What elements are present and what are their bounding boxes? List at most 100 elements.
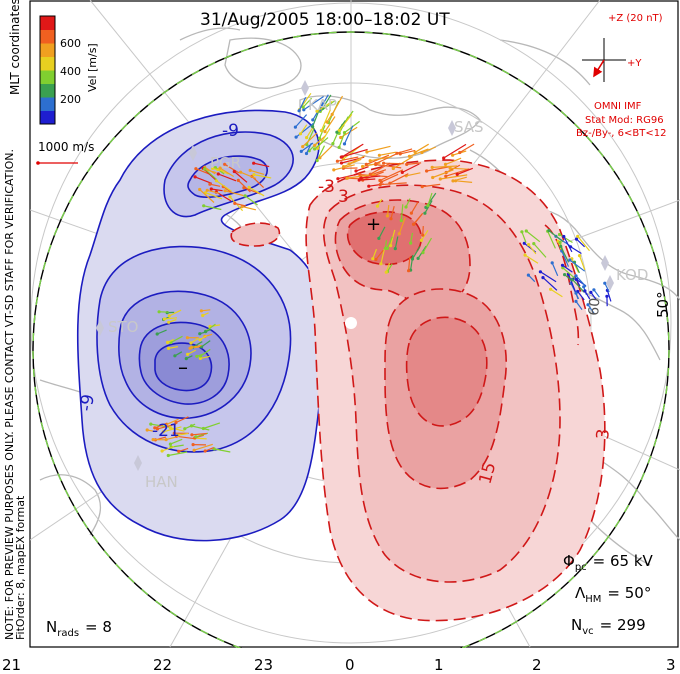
velocity-vector-origin <box>216 172 220 176</box>
velocity-vector <box>316 100 333 112</box>
velocity-vector <box>359 178 376 181</box>
velocity-vector-origin <box>160 449 164 453</box>
velocity-vector <box>525 230 541 243</box>
velocity-vector <box>298 97 307 112</box>
velocity-vector-origin <box>301 145 305 149</box>
n-vc-stat: Nvc = 299 <box>571 616 646 637</box>
mlt-tick: 3 <box>666 656 676 674</box>
dawn-convection-cell <box>230 159 606 622</box>
velocity-vector <box>294 114 308 128</box>
colorbar-segment <box>40 56 55 71</box>
velocity-vector <box>420 229 429 241</box>
velocity-vector-origin <box>532 242 536 246</box>
magnetic-pole-marker <box>345 317 357 329</box>
velocity-vector <box>362 171 384 181</box>
velocity-vector <box>324 116 336 132</box>
velocity-vector <box>337 156 359 162</box>
velocity-vector-origin <box>302 108 306 112</box>
velocity-vector-origin <box>223 189 227 193</box>
imf-z-label: +Z (20 nT) <box>608 13 663 24</box>
velocity-vector-origin <box>549 287 553 291</box>
velocity-vector-origin <box>374 257 378 262</box>
velocity-vector-origin <box>176 433 180 437</box>
velocity-vector-origin <box>305 136 309 140</box>
velocity-vector <box>300 124 308 135</box>
velocity-vector <box>341 148 368 158</box>
velocity-vector-origin <box>592 288 596 292</box>
velocity-vector-origin <box>430 165 434 169</box>
velocity-vector-origin <box>236 178 240 182</box>
velocity-vector-origin <box>342 142 347 146</box>
velocity-vector-origin <box>339 161 344 165</box>
velocity-vector-origin <box>195 354 199 358</box>
velocity-vector-origin <box>319 129 323 133</box>
velocity-vector-origin <box>201 426 205 431</box>
velocity-vector-origin <box>563 273 567 277</box>
velocity-vector <box>234 202 247 207</box>
imf-model-label: Stat Mod: RG96 <box>585 115 664 126</box>
contour-label: -21 <box>152 421 180 441</box>
velocity-vector <box>200 348 211 357</box>
mlt-axis: 21 22 23 0 1 2 3 <box>2 656 676 674</box>
velocity-vector <box>337 173 360 180</box>
imf-condition-label: Bz-/By-, 6<BT<12 <box>576 128 666 139</box>
colorbar-segment <box>40 16 55 30</box>
velocity-vector <box>195 168 210 175</box>
velocity-vector <box>414 143 430 153</box>
velocity-vector <box>571 258 579 273</box>
velocity-vector <box>422 237 433 253</box>
velocity-vector <box>445 157 462 165</box>
velocity-vector <box>413 214 423 225</box>
velocity-vector <box>338 132 346 148</box>
velocity-vector <box>456 167 474 175</box>
velocity-vector-origin <box>301 105 305 109</box>
velocity-vector <box>421 146 437 154</box>
velocity-vector <box>560 246 570 263</box>
velocity-vector-origin <box>416 256 420 260</box>
velocity-vector <box>170 438 183 445</box>
velocity-vector-origin <box>574 291 578 295</box>
contour-label: -9 <box>76 393 99 413</box>
velocity-vector-origin <box>155 332 159 336</box>
velocity-vector-origin <box>162 317 166 321</box>
velocity-vector-origin <box>568 258 572 262</box>
velocity-vector-origin <box>562 234 566 239</box>
velocity-vector-origin <box>298 132 303 136</box>
velocity-vector <box>203 205 222 211</box>
velocity-vector <box>320 109 331 131</box>
velocity-vector <box>163 426 182 433</box>
velocity-vector <box>443 143 467 159</box>
velocity-vector-origin <box>335 130 339 134</box>
velocity-vector <box>319 145 333 159</box>
latitude-label: 50° <box>654 291 672 318</box>
velocity-vector-origin <box>576 234 580 238</box>
velocity-vector-origin <box>583 289 587 293</box>
velocity-vector-origin <box>190 433 194 437</box>
velocity-vector <box>314 137 329 150</box>
velocity-vector-origin <box>411 222 416 226</box>
velocity-vector-origin <box>317 136 322 140</box>
velocity-vector-origin <box>315 109 319 113</box>
velocity-vector-origin <box>454 179 458 183</box>
velocity-vector-origin <box>421 251 425 255</box>
potential-max-marker: + <box>366 214 381 235</box>
velocity-vector-origin <box>358 173 362 177</box>
velocity-vector <box>578 255 586 271</box>
velocity-vector-origin <box>203 167 207 171</box>
velocity-vector <box>372 248 378 259</box>
velocity-vector-origin <box>523 253 527 257</box>
velocity-vector <box>165 436 176 441</box>
velocity-vector-origin <box>174 420 178 425</box>
velocity-vector <box>222 186 232 193</box>
velocity-vector-origin <box>252 173 256 177</box>
velocity-vector <box>319 94 329 111</box>
velocity-vector <box>547 230 556 249</box>
velocity-vector-origin <box>375 204 380 208</box>
velocity-vector-origin <box>201 313 205 318</box>
velocity-vector <box>571 278 585 293</box>
velocity-vector <box>521 231 527 243</box>
velocity-vector-origin <box>172 431 176 435</box>
velocity-vector <box>213 448 231 453</box>
velocity-vector <box>378 226 386 239</box>
velocity-vector-origin <box>413 150 417 154</box>
